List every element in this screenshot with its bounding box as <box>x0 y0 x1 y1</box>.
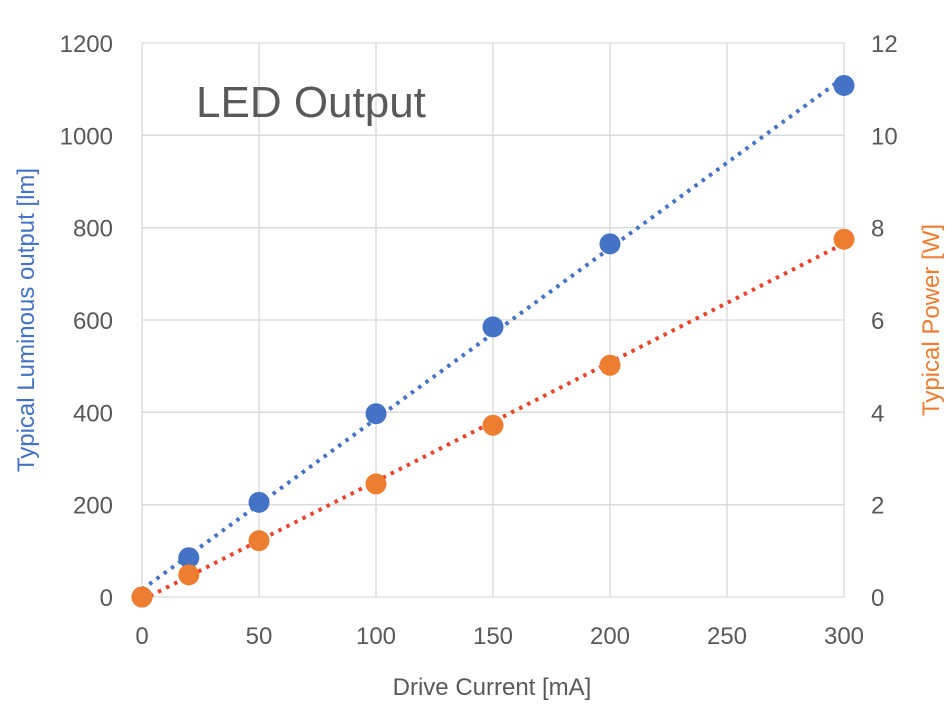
luminous-point <box>248 491 270 513</box>
y2-tick-label: 12 <box>871 31 898 58</box>
luminous-point <box>599 233 621 255</box>
x-tick-label: 150 <box>473 623 513 650</box>
y-tick-label: 600 <box>73 308 113 335</box>
y-axis-title: Typical Luminous output [lm] <box>13 168 40 472</box>
y2-tick-label: 4 <box>871 400 884 427</box>
x-axis-title: Drive Current [mA] <box>393 674 592 701</box>
x-tick-label: 100 <box>356 623 396 650</box>
x-axis-ticks: 0 50 100 150 200 250 300 <box>135 623 864 650</box>
y-tick-label: 0 <box>100 585 113 612</box>
y2-tick-label: 10 <box>871 123 898 150</box>
power-point <box>365 473 387 495</box>
y2-tick-label: 0 <box>871 585 884 612</box>
power-point <box>248 530 270 552</box>
y-tick-label: 400 <box>73 400 113 427</box>
y-tick-label: 800 <box>73 216 113 243</box>
x-tick-label: 200 <box>590 623 630 650</box>
x-tick-label: 300 <box>824 623 864 650</box>
y2-axis-title: Typical Power [W] <box>918 224 945 416</box>
power-point <box>833 228 855 250</box>
luminous-point <box>482 316 504 338</box>
power-point <box>178 564 200 586</box>
luminous-point <box>178 547 200 569</box>
chart-title: LED Output <box>196 78 426 127</box>
y2-tick-label: 8 <box>871 216 884 243</box>
y-axis-ticks: 0 200 400 600 800 1000 1200 <box>60 31 113 612</box>
power-point <box>131 586 153 608</box>
power-point <box>482 414 504 436</box>
y-tick-label: 200 <box>73 493 113 520</box>
power-point <box>599 354 621 376</box>
x-tick-label: 50 <box>246 623 273 650</box>
x-tick-label: 0 <box>135 623 148 650</box>
y2-tick-label: 6 <box>871 308 884 335</box>
y-tick-label: 1200 <box>60 31 113 58</box>
x-tick-label: 250 <box>707 623 747 650</box>
y2-axis-ticks: 0 2 4 6 8 10 12 <box>871 31 898 612</box>
luminous-point <box>365 403 387 425</box>
gridlines <box>141 42 845 598</box>
data-points <box>131 74 855 608</box>
y2-tick-label: 2 <box>871 493 884 520</box>
luminous-point <box>833 74 855 96</box>
y-tick-label: 1000 <box>60 123 113 150</box>
